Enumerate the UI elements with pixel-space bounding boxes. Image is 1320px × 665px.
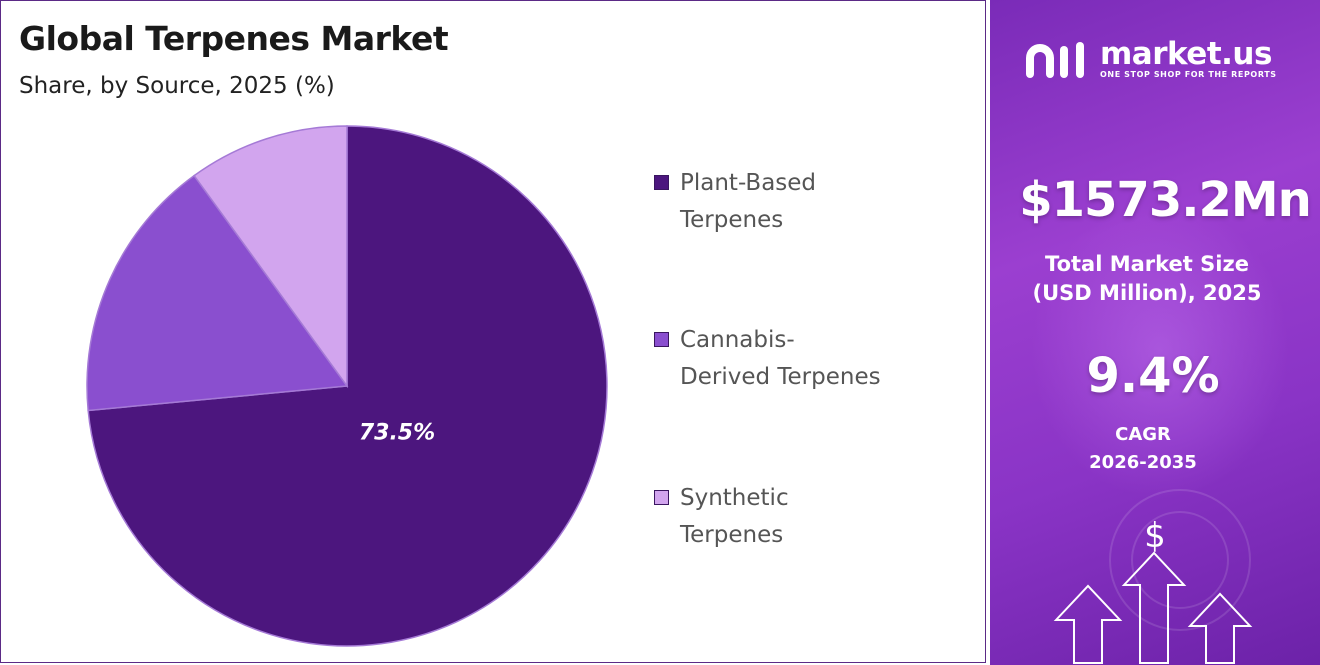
market-size-value: $1573.2Mn — [1019, 172, 1312, 228]
legend-label-line: Plant-Based — [680, 170, 817, 196]
brand-tagline: ONE STOP SHOP FOR THE REPORTS — [1100, 70, 1277, 79]
market-size-label-line1: Total Market Size — [1045, 252, 1249, 276]
legend-label-line: Cannabis- — [680, 327, 795, 353]
cagr-period: 2026-2035 — [1089, 452, 1197, 473]
legend-swatch-plant-based — [654, 175, 669, 190]
brand-logo: market.us ONE STOP SHOP FOR THE REPORTS — [1024, 36, 1294, 86]
growth-arrows-illustration — [1053, 489, 1253, 664]
cagr-value: 9.4% — [1086, 348, 1220, 404]
pie-data-label: 73.5% — [359, 420, 435, 445]
legend-swatch-synthetic — [654, 490, 669, 505]
pie-chart: 73.5% — [86, 125, 608, 647]
background-glow — [1030, 200, 1290, 500]
summary-panel: $ market.us ONE STOP SHOP FOR THE REPORT… — [990, 0, 1320, 665]
legend-label: Cannabis- Derived Terpenes — [680, 322, 970, 396]
pie-slice-synthetic — [193, 125, 348, 389]
brand-name: market.us — [1100, 36, 1272, 72]
legend-label-line: Synthetic — [680, 485, 789, 511]
legend-label-line: Derived Terpenes — [680, 364, 881, 390]
legend-label-line: Terpenes — [680, 522, 784, 548]
pie-slice-cannabis-derived — [86, 174, 349, 412]
chart-subtitle: Share, by Source, 2025 (%) — [19, 73, 335, 99]
legend-label: Plant-Based Terpenes — [680, 165, 970, 239]
legend-label-line: Terpenes — [680, 207, 784, 233]
up-arrow-icon — [1053, 551, 1253, 664]
market-size-label-line2: (USD Million), 2025 — [1032, 281, 1262, 305]
market-us-logo-icon — [1026, 42, 1084, 78]
legend-label: Synthetic Terpenes — [680, 480, 970, 554]
chart-title: Global Terpenes Market — [19, 19, 449, 58]
chart-panel: Global Terpenes Market Share, by Source,… — [0, 0, 986, 663]
legend-swatch-cannabis-derived — [654, 332, 669, 347]
dollar-icon: $ — [1144, 516, 1166, 556]
cagr-label: CAGR — [1115, 424, 1171, 445]
